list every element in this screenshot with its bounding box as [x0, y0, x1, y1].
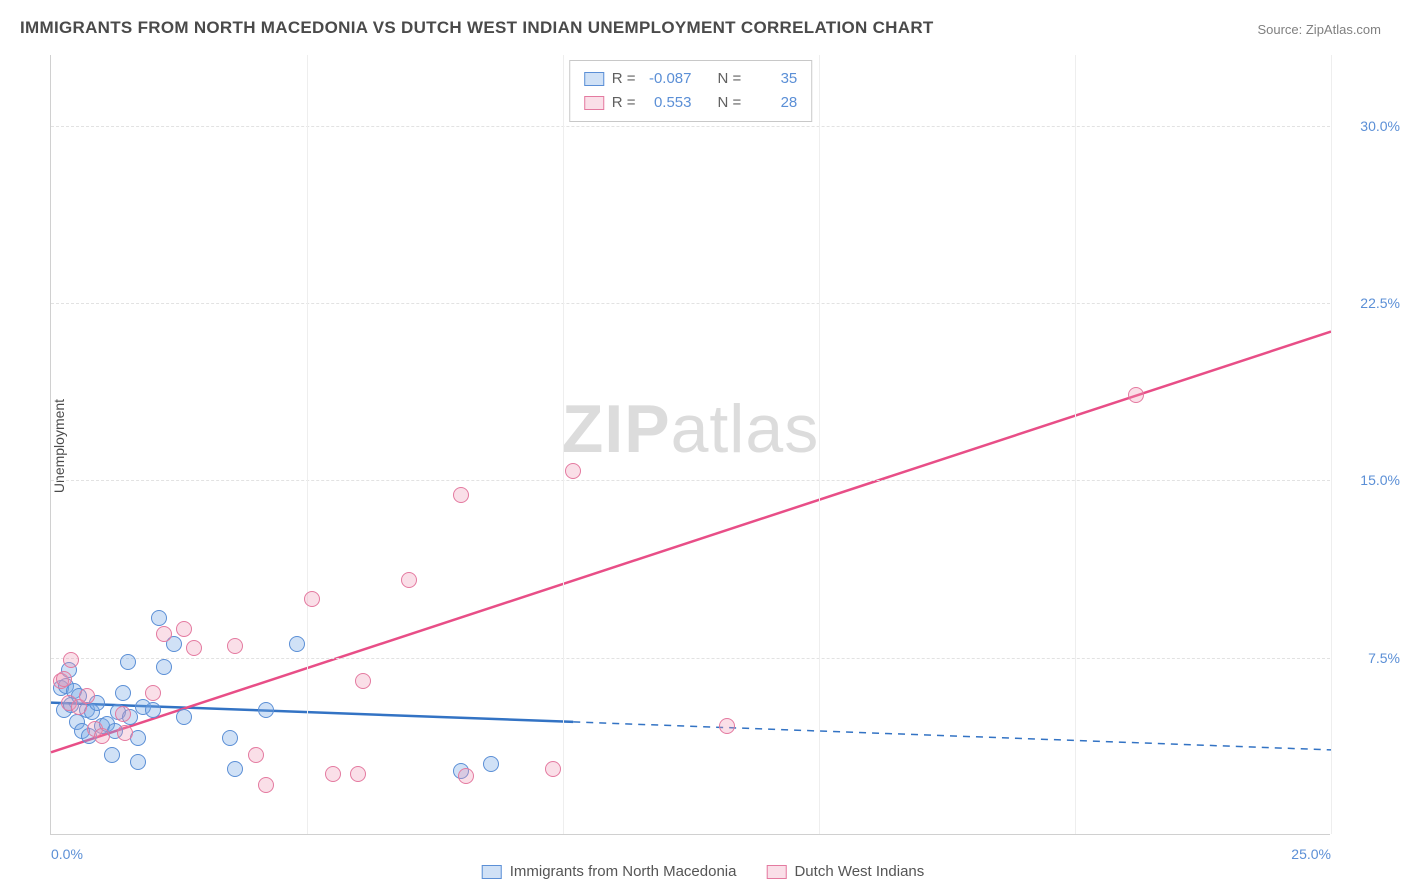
data-point-pink [1128, 387, 1144, 403]
plot-area: ZIPatlas R = -0.087 N = 35 R = 0.553 N =… [50, 55, 1330, 835]
legend-row-pink: R = 0.553 N = 28 [584, 91, 798, 115]
chart-title: IMMIGRANTS FROM NORTH MACEDONIA VS DUTCH… [20, 18, 934, 38]
data-point-pink [79, 688, 95, 704]
x-tick-label: 25.0% [1291, 846, 1331, 862]
gridline-v [819, 55, 820, 834]
n-value-blue: 35 [749, 67, 797, 91]
data-point-pink [63, 652, 79, 668]
data-point-blue [176, 709, 192, 725]
data-point-pink [117, 725, 133, 741]
correlation-legend: R = -0.087 N = 35 R = 0.553 N = 28 [569, 60, 813, 122]
data-point-blue [483, 756, 499, 772]
data-point-blue [222, 730, 238, 746]
data-point-pink [176, 621, 192, 637]
gridline-v [307, 55, 308, 834]
n-value-pink: 28 [749, 91, 797, 115]
gridline-h [51, 126, 1330, 127]
trend-lines-svg [51, 55, 1330, 834]
legend-label-blue: Immigrants from North Macedonia [510, 863, 737, 880]
r-value-blue: -0.087 [644, 67, 692, 91]
n-label: N = [718, 67, 742, 91]
data-point-pink [453, 487, 469, 503]
data-point-pink [227, 638, 243, 654]
data-point-pink [156, 626, 172, 642]
x-tick-label: 0.0% [51, 846, 83, 862]
y-tick-label: 7.5% [1340, 650, 1400, 666]
legend-label-pink: Dutch West Indians [794, 863, 924, 880]
r-value-pink: 0.553 [644, 91, 692, 115]
data-point-blue [104, 747, 120, 763]
data-point-pink [350, 766, 366, 782]
gridline-h [51, 480, 1330, 481]
gridline-h [51, 303, 1330, 304]
source-label: Source: [1257, 22, 1305, 37]
data-point-blue [227, 761, 243, 777]
data-point-pink [56, 671, 72, 687]
y-tick-label: 22.5% [1340, 295, 1400, 311]
y-tick-label: 15.0% [1340, 472, 1400, 488]
data-point-pink [186, 640, 202, 656]
data-point-pink [355, 673, 371, 689]
gridline-v [1331, 55, 1332, 834]
data-point-pink [115, 706, 131, 722]
r-label: R = [612, 67, 636, 91]
data-point-blue [258, 702, 274, 718]
data-point-pink [565, 463, 581, 479]
y-tick-label: 30.0% [1340, 118, 1400, 134]
data-point-pink [145, 685, 161, 701]
data-point-pink [458, 768, 474, 784]
n-label: N = [718, 91, 742, 115]
data-point-blue [289, 636, 305, 652]
gridline-h [51, 658, 1330, 659]
legend-item-pink: Dutch West Indians [766, 863, 924, 880]
swatch-pink [584, 96, 604, 110]
data-point-pink [719, 718, 735, 734]
source-attribution: Source: ZipAtlas.com [1257, 22, 1381, 37]
r-label: R = [612, 91, 636, 115]
series-legend: Immigrants from North Macedonia Dutch We… [482, 863, 925, 880]
swatch-blue-bottom [482, 865, 502, 879]
legend-row-blue: R = -0.087 N = 35 [584, 67, 798, 91]
data-point-blue [156, 659, 172, 675]
legend-item-blue: Immigrants from North Macedonia [482, 863, 737, 880]
data-point-pink [401, 572, 417, 588]
data-point-pink [258, 777, 274, 793]
data-point-blue [145, 702, 161, 718]
data-point-pink [325, 766, 341, 782]
data-point-pink [94, 728, 110, 744]
data-point-blue [130, 754, 146, 770]
gridline-v [563, 55, 564, 834]
data-point-blue [115, 685, 131, 701]
data-point-pink [304, 591, 320, 607]
data-point-pink [248, 747, 264, 763]
gridline-v [1075, 55, 1076, 834]
trend-line-dashed-blue [573, 722, 1331, 750]
source-name: ZipAtlas.com [1306, 22, 1381, 37]
data-point-blue [120, 654, 136, 670]
swatch-blue [584, 72, 604, 86]
data-point-pink [545, 761, 561, 777]
swatch-pink-bottom [766, 865, 786, 879]
data-point-blue [151, 610, 167, 626]
